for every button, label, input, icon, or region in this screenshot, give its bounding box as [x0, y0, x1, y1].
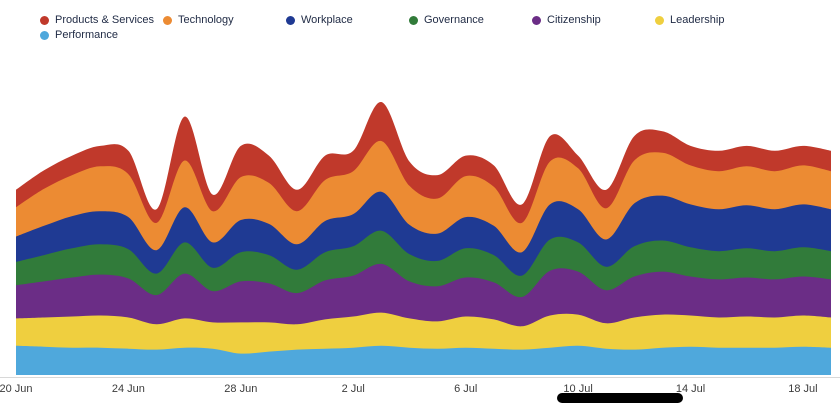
legend-item-governance[interactable]: Governance	[409, 14, 532, 27]
area-performance	[16, 345, 831, 375]
chart-legend: Products & Services Technology Workplace Go…	[40, 14, 778, 42]
legend-item-leadership[interactable]: Leadership	[655, 14, 778, 27]
legend-item-workplace[interactable]: Workplace	[286, 14, 409, 27]
legend-item-citizenship[interactable]: Citizenship	[532, 14, 655, 27]
legend-dot-citizenship	[532, 16, 541, 25]
legend-dot-performance	[40, 31, 49, 40]
legend-label-performance: Performance	[55, 29, 118, 41]
legend-label-citizenship: Citizenship	[547, 14, 601, 26]
legend-dot-technology	[163, 16, 172, 25]
legend-label-products-services: Products & Services	[55, 14, 155, 26]
legend-dot-governance	[409, 16, 418, 25]
legend-label-governance: Governance	[424, 14, 484, 26]
legend-dot-workplace	[286, 16, 295, 25]
legend-label-workplace: Workplace	[301, 14, 353, 26]
legend-dot-leadership	[655, 16, 664, 25]
legend-item-performance[interactable]: Performance	[40, 29, 163, 42]
legend-label-technology: Technology	[178, 14, 234, 26]
legend-item-technology[interactable]: Technology	[163, 14, 286, 27]
legend-label-leadership: Leadership	[670, 14, 725, 26]
legend-item-products-services[interactable]: Products & Services	[40, 14, 163, 27]
legend-dot-products-services	[40, 16, 49, 25]
home-indicator	[557, 393, 683, 403]
